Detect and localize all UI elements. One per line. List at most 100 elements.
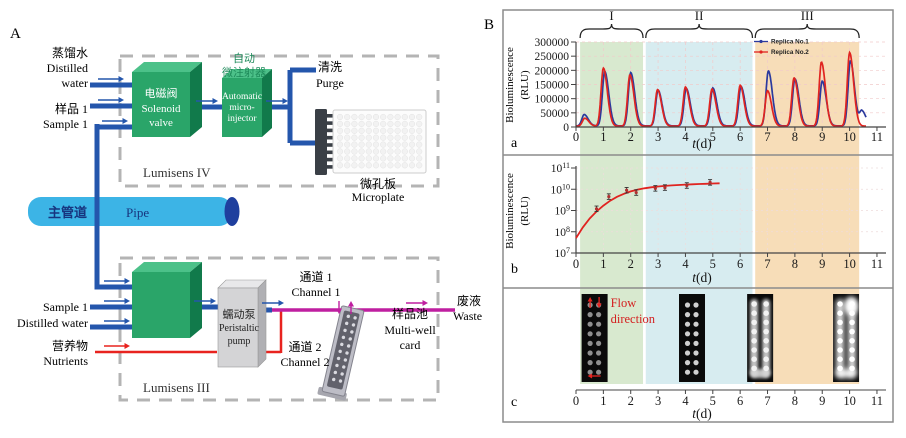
sample1-top-cn: 样品 1	[55, 101, 88, 116]
svg-text:3: 3	[655, 130, 661, 144]
chart-c: 0 1 2 3 4 5 6 7 8 9 10 11 t(d) Flow direction	[573, 288, 886, 421]
svg-text:5: 5	[710, 394, 716, 408]
micro-injector: 自动 微注射器 Automatic micro- injector	[222, 52, 272, 137]
svg-text:9: 9	[819, 394, 825, 408]
svg-text:0: 0	[573, 257, 579, 271]
multiwell-card	[317, 305, 365, 401]
svg-text:1: 1	[600, 394, 606, 408]
svg-text:10: 10	[843, 130, 856, 144]
distilled-water-en1: Distilled	[47, 61, 88, 75]
svg-text:8: 8	[792, 257, 798, 271]
channel2-en: Channel 2	[281, 355, 330, 369]
valve-label-en2: valve	[149, 117, 173, 129]
sublabel-b: b	[511, 262, 518, 277]
panel-b-label: B	[484, 17, 494, 33]
card-wells	[332, 314, 357, 383]
svg-text:11: 11	[871, 130, 883, 144]
svg-text:6: 6	[737, 130, 743, 144]
purge-label-en: Purge	[316, 76, 344, 90]
pipe-label-cn: 主管道	[48, 205, 87, 220]
svg-text:II: II	[695, 8, 704, 23]
svg-text:2: 2	[628, 257, 634, 271]
ccd-card-very-bright	[833, 294, 860, 382]
svg-text:107: 107	[555, 246, 571, 260]
distilled-water-en2: water	[61, 76, 88, 90]
chart-a-ylabel-line1: Bioluminescence	[504, 47, 516, 123]
lumisens3-label: Lumisens III	[143, 380, 210, 395]
pipe-end-cap	[224, 197, 240, 226]
svg-text:108: 108	[555, 225, 571, 239]
water-lines	[90, 67, 319, 330]
svg-text:Replica No.2: Replica No.2	[771, 49, 809, 56]
svg-text:3: 3	[655, 394, 661, 408]
pump-label-en1: Peristaltic	[219, 323, 260, 334]
svg-text:8: 8	[792, 394, 798, 408]
injector-label-cn1: 自动	[233, 52, 255, 65]
svg-text:7: 7	[764, 130, 770, 144]
injector-label-en2: micro-	[229, 103, 254, 113]
chart-a-ylabel-line2: (RLU)	[519, 70, 531, 100]
injector-comb	[315, 109, 327, 175]
svg-text:t(d): t(d)	[692, 406, 712, 421]
svg-text:11: 11	[871, 394, 883, 408]
svg-text:10: 10	[843, 394, 856, 408]
pipe-body	[28, 197, 232, 226]
svg-text:3: 3	[655, 257, 661, 271]
svg-text:0: 0	[573, 394, 579, 408]
svg-text:200000: 200000	[535, 65, 570, 77]
svg-text:7: 7	[764, 257, 770, 271]
ccd-card-medium	[679, 294, 706, 382]
panel-a-label: A	[10, 26, 21, 42]
svg-text:250000: 250000	[535, 51, 570, 63]
svg-text:6: 6	[737, 394, 743, 408]
solenoid-valve-bottom	[132, 262, 202, 338]
channel2-cn: 通道 2	[288, 340, 321, 354]
distilled-water-cn: 蒸馏水	[52, 46, 88, 60]
svg-text:1011: 1011	[551, 161, 570, 175]
microplate-wells	[336, 113, 423, 169]
svg-text:t(d): t(d)	[692, 270, 712, 285]
sample1-bottom: Sample 1	[43, 300, 88, 314]
svg-text:direction: direction	[611, 312, 656, 326]
svg-text:t(d): t(d)	[692, 136, 712, 151]
flow-diagram: A 主管道 Pipe 电磁阀 Solenoid valve 自动 微注射器	[10, 26, 482, 402]
svg-text:1010: 1010	[551, 182, 571, 196]
channel1-en: Channel 1	[292, 285, 341, 299]
svg-text:5: 5	[710, 130, 716, 144]
ccd-card-bright	[747, 294, 774, 382]
sublabel-a: a	[511, 136, 518, 151]
injector-label-en3: injector	[227, 114, 257, 124]
purge-label-cn: 清洗	[318, 60, 342, 74]
svg-text:8: 8	[792, 130, 798, 144]
svg-text:300000: 300000	[535, 37, 570, 49]
svg-text:5: 5	[710, 257, 716, 271]
pump-label-cn: 蠕动泵	[223, 308, 256, 321]
svg-text:11: 11	[871, 257, 883, 271]
valve-label-cn: 电磁阀	[145, 86, 178, 100]
pump-label-en2: pump	[228, 336, 251, 347]
svg-text:Replica No.1: Replica No.1	[771, 39, 809, 46]
pipe-label-en: Pipe	[126, 205, 149, 220]
svg-text:9: 9	[819, 130, 825, 144]
multiwell-label-en2: card	[400, 338, 421, 352]
multiwell-label-en1: Multi-well	[384, 323, 436, 337]
ccd-card-dim	[581, 294, 608, 382]
svg-text:4: 4	[682, 394, 689, 408]
svg-text:Flow: Flow	[611, 296, 637, 310]
svg-text:1: 1	[600, 257, 606, 271]
svg-text:4: 4	[682, 130, 689, 144]
svg-text:1: 1	[600, 130, 606, 144]
waste-label-cn: 废液	[457, 293, 481, 308]
svg-text:4: 4	[682, 257, 689, 271]
chart-a: 0 50000 100000 150000 200000 250000 300000 0 1 2 3…	[535, 8, 886, 155]
svg-text:9: 9	[819, 257, 825, 271]
chart-b-ylabel-line2: (RLU)	[519, 196, 531, 226]
microplate-label-en: Microplate	[352, 190, 405, 204]
sublabel-c: c	[511, 395, 517, 410]
svg-text:III: III	[801, 8, 814, 23]
svg-text:0: 0	[573, 130, 579, 144]
nutrients-cn: 营养物	[52, 338, 88, 353]
